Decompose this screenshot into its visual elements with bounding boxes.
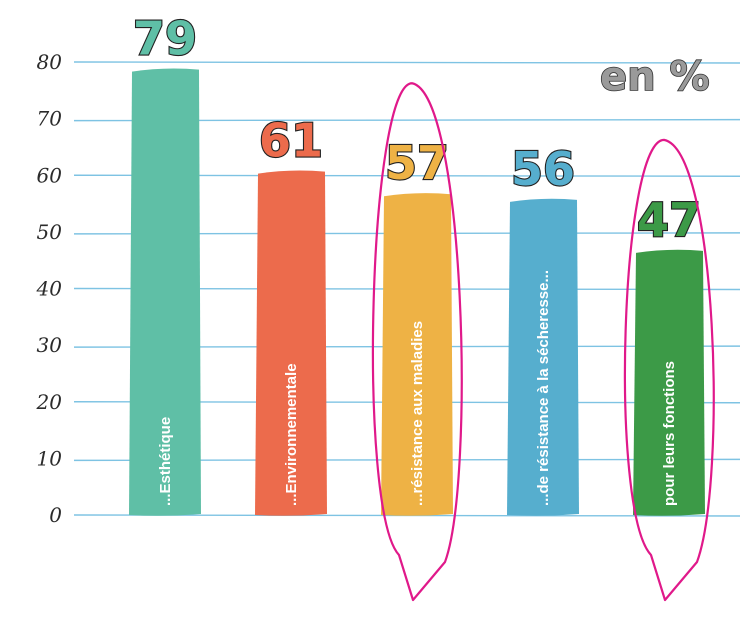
bar-category-label: ...Esthétique bbox=[157, 417, 174, 506]
bar bbox=[633, 249, 705, 516]
bar-value-label: 79 bbox=[133, 12, 197, 66]
y-axis-ticks: 0 10 20 30 40 50 60 70 80 bbox=[36, 50, 63, 527]
bar-group: ...Esthétique 79 bbox=[129, 11, 201, 516]
y-tick-label: 60 bbox=[37, 163, 63, 187]
bar-value-label: 56 bbox=[511, 142, 575, 196]
unit-label: en % bbox=[600, 54, 710, 100]
highlight-ellipse bbox=[371, 82, 463, 602]
highlight-ellipses bbox=[371, 82, 715, 602]
bar-group: pour leurs fonctions 47 bbox=[633, 192, 705, 516]
bars: ...Esthétique 79 ...Environnementale 61 ...r… bbox=[129, 11, 705, 516]
gridline-80 bbox=[73, 61, 741, 64]
y-tick-label: 20 bbox=[36, 390, 63, 414]
bar-group: ...Environnementale 61 bbox=[255, 112, 327, 516]
bar-value-label: 57 bbox=[385, 136, 449, 190]
bar-value-label: 47 bbox=[637, 193, 701, 247]
bar bbox=[129, 68, 201, 516]
bar bbox=[507, 198, 579, 516]
y-tick-label: 80 bbox=[37, 50, 63, 74]
bar-value-label: 61 bbox=[259, 114, 323, 168]
y-tick-label: 50 bbox=[37, 220, 63, 244]
bar-group: ...de résistance à la sécheresse... 56 bbox=[507, 141, 579, 516]
bar-group: ...résistance aux maladies 57 bbox=[381, 135, 453, 516]
bar bbox=[381, 193, 453, 516]
y-tick-label: 10 bbox=[37, 446, 63, 470]
y-tick-label: 70 bbox=[37, 107, 63, 131]
bar-category-label: ...de résistance à la sécheresse... bbox=[535, 270, 552, 506]
y-tick-label: 30 bbox=[37, 333, 63, 357]
y-tick-label: 40 bbox=[36, 277, 63, 301]
highlight-ellipse bbox=[623, 138, 715, 602]
bar-category-label: ...Environnementale bbox=[283, 363, 300, 506]
bar-category-label: pour leurs fonctions bbox=[661, 361, 678, 506]
bar bbox=[255, 170, 327, 516]
bar-category-label: ...résistance aux maladies bbox=[409, 321, 426, 506]
y-tick-label: 0 bbox=[49, 503, 62, 527]
